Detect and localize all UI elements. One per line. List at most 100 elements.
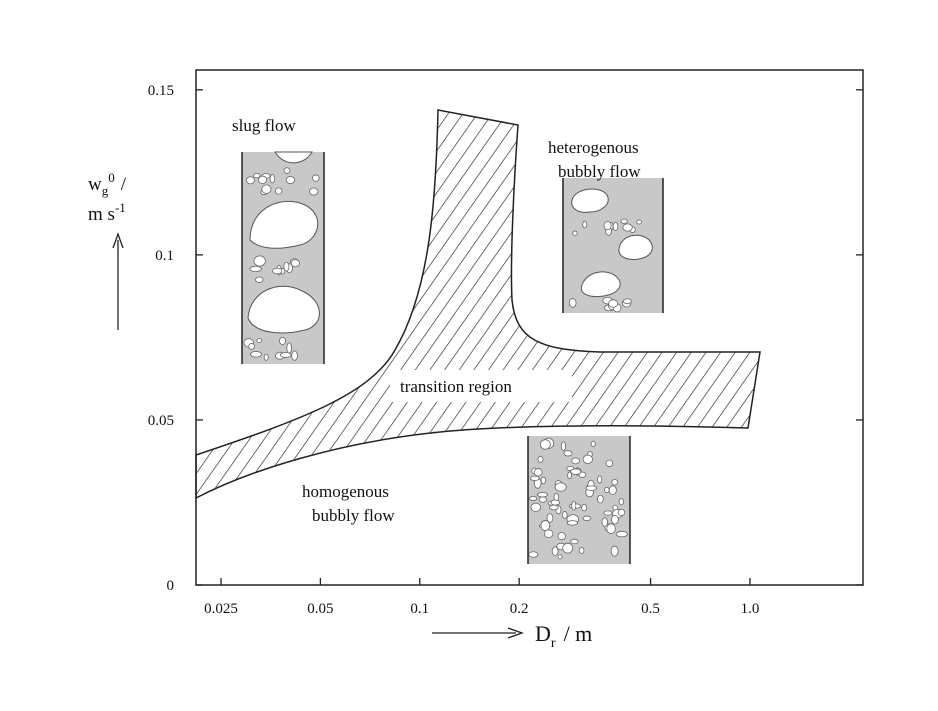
x-tick-label: 0.1 — [410, 601, 429, 617]
bubble — [272, 267, 283, 275]
bubble — [618, 498, 624, 506]
region-label: homogenous — [302, 482, 389, 501]
bubble — [528, 496, 538, 501]
large-bubble — [618, 234, 653, 260]
region-label: bubbly flow — [558, 162, 641, 181]
region-label: heterogenous — [548, 138, 639, 157]
slug-bubble — [249, 200, 319, 249]
x-tick-label: 0.2 — [510, 601, 529, 617]
y-unit-superscript: -1 — [115, 200, 126, 215]
bubble — [269, 174, 275, 184]
bubble — [283, 167, 291, 174]
flow-illustrations — [241, 151, 664, 564]
bubble — [549, 504, 559, 511]
bubble — [309, 187, 319, 196]
bubble — [258, 175, 267, 185]
bubble — [590, 440, 596, 447]
bubble — [546, 513, 554, 523]
y-subscript: g — [102, 183, 109, 198]
bubble — [537, 455, 544, 463]
bubble — [566, 520, 578, 526]
y-superscript: 0 — [108, 170, 115, 185]
bubble — [537, 492, 548, 498]
bubble — [561, 511, 568, 519]
bubble — [274, 187, 283, 195]
bubble — [611, 514, 619, 525]
bubble — [572, 230, 578, 236]
bubble — [606, 523, 616, 534]
bubble — [557, 532, 566, 541]
bubble — [253, 255, 266, 267]
bubble — [255, 276, 264, 283]
bubble — [312, 174, 320, 182]
y-tick-label: 0.05 — [148, 413, 174, 429]
x-unit: / m — [564, 621, 593, 646]
bubble — [263, 353, 269, 361]
large-bubble — [571, 188, 609, 213]
bubble — [612, 221, 619, 231]
bubble — [528, 551, 539, 558]
x-tick-label: 1.0 — [741, 601, 760, 617]
x-tick-label: 0.025 — [204, 601, 238, 617]
y-axis-label: wg0 / — [88, 170, 127, 198]
bubble — [603, 221, 612, 231]
bubble — [291, 350, 298, 361]
bubble — [538, 496, 547, 503]
bubble — [610, 545, 619, 557]
bubble — [248, 343, 255, 350]
bubble — [285, 176, 296, 185]
bubble — [249, 265, 262, 272]
bubble — [543, 529, 554, 539]
bubble — [540, 476, 547, 485]
x-symbol: D — [535, 621, 551, 646]
bubble — [568, 298, 577, 308]
bubble — [279, 352, 292, 358]
bubble — [605, 459, 614, 468]
bubble — [582, 220, 588, 229]
bubble — [608, 485, 617, 496]
y-axis-unit: m s-1 — [88, 200, 126, 225]
bubble — [540, 520, 551, 532]
bubble — [554, 482, 567, 492]
slug-bubble — [247, 285, 320, 334]
bubble — [622, 223, 633, 232]
y-symbol: w — [88, 174, 102, 195]
bubble — [622, 298, 632, 305]
bubble — [604, 486, 610, 494]
bubble — [557, 554, 563, 560]
bubble — [585, 485, 598, 491]
y-tick-label: 0.1 — [155, 248, 174, 264]
bubble — [578, 471, 587, 478]
x-tick-label: 0.05 — [307, 601, 333, 617]
bubble — [608, 299, 619, 308]
bubble — [560, 441, 567, 451]
bubble — [539, 439, 551, 450]
bubble — [245, 176, 255, 185]
x-axis-label: Dr / m — [535, 621, 592, 651]
y-arrow-head — [112, 232, 124, 249]
bubble — [570, 468, 582, 475]
x-tick-label: 0.5 — [641, 601, 660, 617]
y-unit: m s — [88, 204, 115, 225]
bubble — [530, 502, 541, 512]
bubble — [253, 172, 261, 179]
bubble — [597, 475, 603, 484]
bubble — [571, 500, 577, 511]
bubble — [256, 338, 262, 344]
region-label: bubbly flow — [312, 506, 395, 525]
bubble — [290, 259, 301, 268]
label-background — [390, 370, 572, 402]
transition-band — [195, 109, 761, 500]
bubble — [582, 454, 593, 465]
bubble — [597, 494, 604, 504]
bubble — [582, 515, 592, 522]
bubble — [611, 479, 619, 486]
bubble — [620, 218, 628, 224]
bubble — [615, 530, 628, 538]
bubble — [578, 546, 585, 555]
plot-frame — [195, 69, 864, 586]
bubble — [279, 336, 287, 345]
bubble — [533, 468, 543, 477]
y-separator: / — [121, 174, 127, 195]
bubble — [603, 510, 613, 516]
